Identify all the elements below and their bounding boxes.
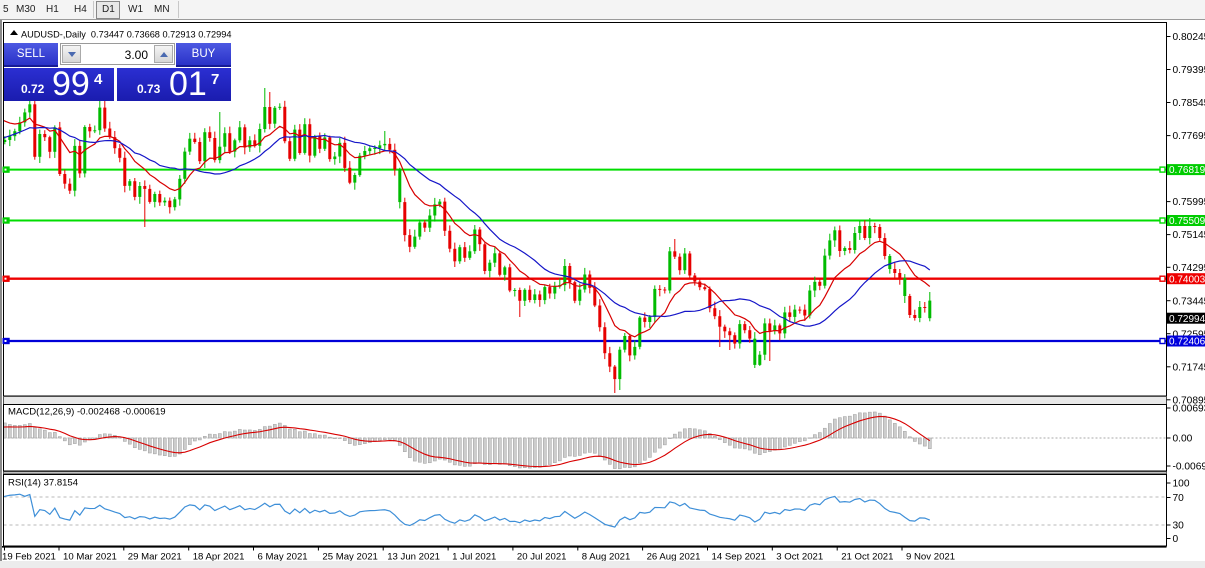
svg-text:MACD(12,26,9) -0.002468 -0.000: MACD(12,26,9) -0.002468 -0.000619 <box>8 407 166 418</box>
svg-text:0.75509: 0.75509 <box>1169 216 1205 227</box>
svg-text:0.74295: 0.74295 <box>1173 263 1205 274</box>
svg-text:70: 70 <box>1173 493 1185 504</box>
svg-text:29 Mar 2021: 29 Mar 2021 <box>128 552 182 563</box>
svg-text:100: 100 <box>1173 479 1190 490</box>
svg-text:26 Aug 2021: 26 Aug 2021 <box>647 552 701 563</box>
svg-text:0.73445: 0.73445 <box>1173 296 1205 307</box>
svg-text:9 Nov 2021: 9 Nov 2021 <box>906 552 955 563</box>
svg-text:0.75995: 0.75995 <box>1173 197 1205 208</box>
svg-text:AUDUSD-,Daily 0.73447 0.73668: AUDUSD-,Daily 0.73447 0.73668 0.72913 0.… <box>21 30 231 40</box>
svg-text:13 Jun 2021: 13 Jun 2021 <box>387 552 440 563</box>
svg-text:0.80245: 0.80245 <box>1173 32 1205 43</box>
svg-text:18 Apr 2021: 18 Apr 2021 <box>193 552 245 563</box>
svg-text:25 May 2021: 25 May 2021 <box>322 552 377 563</box>
svg-text:0.79395: 0.79395 <box>1173 65 1205 76</box>
svg-text:10 Mar 2021: 10 Mar 2021 <box>63 552 117 563</box>
svg-text:3 Oct 2021: 3 Oct 2021 <box>776 552 823 563</box>
svg-text:1 Jul 2021: 1 Jul 2021 <box>452 552 496 563</box>
svg-text:6 May 2021: 6 May 2021 <box>258 552 308 563</box>
svg-text:0.006938: 0.006938 <box>1173 404 1205 415</box>
svg-text:RSI(14) 37.8154: RSI(14) 37.8154 <box>8 478 79 489</box>
svg-text:0.76819: 0.76819 <box>1169 165 1205 176</box>
svg-text:0.78545: 0.78545 <box>1173 98 1205 109</box>
svg-text:0.74003: 0.74003 <box>1169 274 1205 285</box>
svg-text:0.00: 0.00 <box>1173 434 1193 445</box>
svg-text:8 Aug 2021: 8 Aug 2021 <box>582 552 631 563</box>
svg-text:0.71745: 0.71745 <box>1173 362 1205 373</box>
svg-text:0.72595: 0.72595 <box>1173 329 1205 340</box>
svg-text:0.72406: 0.72406 <box>1169 337 1205 348</box>
svg-text:19 Feb 2021: 19 Feb 2021 <box>2 552 56 563</box>
svg-text:0: 0 <box>1173 534 1179 545</box>
svg-text:0.75145: 0.75145 <box>1173 230 1205 241</box>
svg-text:0.77695: 0.77695 <box>1173 131 1205 142</box>
svg-text:14 Sep 2021: 14 Sep 2021 <box>712 552 766 563</box>
svg-text:0.70895: 0.70895 <box>1173 395 1205 406</box>
svg-text:21 Oct 2021: 21 Oct 2021 <box>841 552 893 563</box>
svg-text:-0.00699: -0.00699 <box>1173 462 1205 473</box>
svg-text:30: 30 <box>1173 521 1185 532</box>
svg-text:0.72994: 0.72994 <box>1169 314 1205 325</box>
svg-text:20 Jul 2021: 20 Jul 2021 <box>517 552 567 563</box>
